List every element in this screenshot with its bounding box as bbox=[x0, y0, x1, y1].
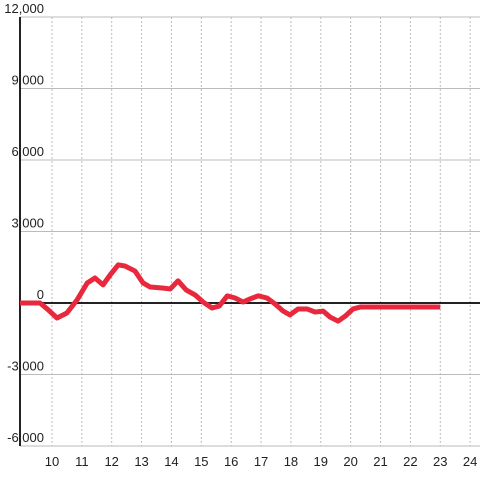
y-tick-label: -3,000 bbox=[7, 359, 44, 374]
y-tick-label: 9,000 bbox=[11, 73, 44, 88]
line bbox=[20, 262, 441, 324]
x-tick-label: 10 bbox=[45, 454, 59, 469]
y-tick-label: 3,000 bbox=[11, 216, 44, 231]
x-tick-label: 16 bbox=[224, 454, 238, 469]
x-tick-label: 18 bbox=[284, 454, 298, 469]
x-tick-label: 11 bbox=[75, 454, 89, 469]
x-tick-label: 22 bbox=[403, 454, 417, 469]
x-tick-label: 12 bbox=[104, 454, 118, 469]
x-tick-label: 21 bbox=[373, 454, 387, 469]
y-tick-label: 12,000 bbox=[4, 1, 44, 16]
y-tick-label: 0 bbox=[37, 287, 44, 302]
y-tick-label: -6,000 bbox=[7, 430, 44, 445]
x-tick-label: 23 bbox=[433, 454, 447, 469]
y-tick-label: 6,000 bbox=[11, 144, 44, 159]
x-tick-label: 17 bbox=[254, 454, 268, 469]
x-tick-label: 14 bbox=[164, 454, 178, 469]
x-tick-label: 20 bbox=[343, 454, 357, 469]
x-tick-label: 19 bbox=[314, 454, 328, 469]
x-tick-label: 15 bbox=[194, 454, 208, 469]
x-tick-label: 13 bbox=[134, 454, 148, 469]
x-tick-label: 24 bbox=[463, 454, 477, 469]
